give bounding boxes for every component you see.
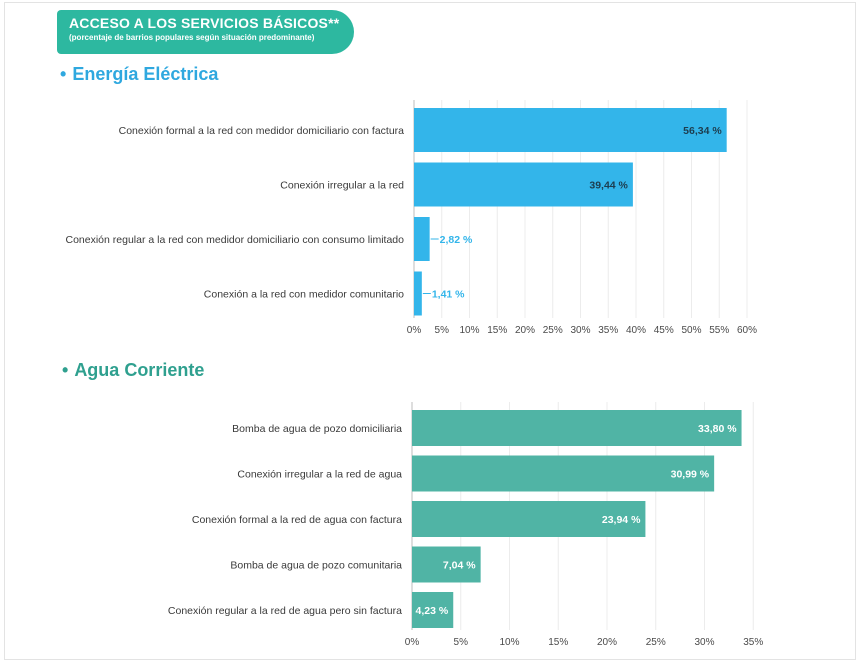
energy-tick-label: 50% [681, 325, 701, 336]
energy-tick-label: 30% [570, 325, 590, 336]
water-bar [412, 592, 454, 628]
energy-category-label: Conexión irregular a la red [280, 180, 404, 192]
water-title-text: Agua Corriente [74, 360, 205, 380]
water-tick-label: 0% [405, 637, 420, 648]
energy-tick-label: 40% [626, 325, 646, 336]
water-category-label: Conexión irregular a la red de agua [237, 469, 402, 481]
energy-data-label: 2,82 % [440, 234, 473, 246]
banner-title: ACCESO A LOS SERVICIOS BÁSICOS** [69, 15, 340, 31]
water-chart-group: 0% 5% 10% 15% 20% 25% 30% 35% Bomba de agua de p… [168, 402, 763, 648]
energy-tick-label: 60% [737, 325, 757, 336]
water-data-label: 30,99 % [671, 469, 710, 481]
energy-bar [414, 162, 633, 207]
water-bar [412, 546, 481, 583]
energy-tick-label: 0% [407, 325, 422, 336]
water-category-label: Bomba de agua de pozo domiciliaria [232, 423, 402, 435]
water-section-title: • Agua Corriente [62, 360, 204, 381]
water-tick-label: 30% [694, 637, 714, 648]
energy-tick-label: 45% [654, 325, 674, 336]
energy-tick-label: 55% [709, 325, 729, 336]
water-title-bullet: • [62, 360, 69, 380]
energy-category-label: Conexión regular a la red con medidor do… [65, 234, 404, 246]
energy-tick-label: 25% [543, 325, 563, 336]
water-data-label: 33,80 % [698, 423, 737, 435]
energy-bar [414, 217, 430, 261]
water-data-label: 7,04 % [443, 560, 476, 572]
water-tick-label: 35% [743, 637, 763, 648]
energy-tick-label: 15% [487, 325, 507, 336]
banner-subtitle: (porcentaje de barrios populares según s… [69, 33, 315, 42]
energy-section-title: • Energía Eléctrica [60, 64, 218, 85]
energy-title-text: Energía Eléctrica [72, 64, 219, 84]
water-tick-label: 25% [646, 637, 666, 648]
water-tick-label: 15% [548, 637, 568, 648]
energy-bar [414, 108, 727, 152]
energy-bar [414, 271, 422, 316]
energy-data-label: 39,44 % [589, 180, 628, 192]
water-tick-label: 5% [454, 637, 469, 648]
energy-chart-group: 0% 5% 10% 15% 20% 25% 30% 35% 40% 45% 50% 55% 60% Con… [65, 100, 757, 336]
energy-data-label: 1,41 % [432, 289, 465, 301]
energy-tick-label: 5% [435, 325, 450, 336]
water-category-label: Conexión formal a la red de agua con fac… [192, 514, 402, 526]
energy-category-label: Conexión formal a la red con medidor dom… [119, 125, 405, 137]
water-tick-label: 20% [597, 637, 617, 648]
page-frame [4, 2, 856, 660]
water-category-label: Bomba de agua de pozo comunitaria [230, 560, 402, 572]
energy-title-bullet: • [60, 64, 67, 84]
water-bar [412, 501, 646, 537]
energy-tick-label: 35% [598, 325, 618, 336]
water-bar [412, 410, 742, 446]
energy-tick-label: 20% [515, 325, 535, 336]
water-bar [412, 455, 715, 492]
water-tick-label: 10% [499, 637, 519, 648]
header-banner: ACCESO A LOS SERVICIOS BÁSICOS** (porcen… [57, 10, 354, 54]
energy-tick-label: 10% [459, 325, 479, 336]
water-data-label: 23,94 % [602, 514, 641, 526]
water-data-label: 4,23 % [416, 605, 449, 617]
water-category-label: Conexión regular a la red de agua pero s… [168, 605, 402, 617]
energy-category-label: Conexión a la red con medidor comunitari… [204, 289, 404, 301]
energy-data-label: 56,34 % [683, 125, 722, 137]
